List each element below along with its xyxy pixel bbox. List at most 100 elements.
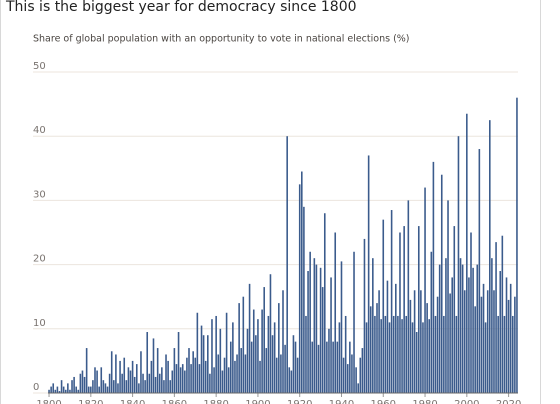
x-tick-label: 1980 [412,399,437,404]
bar [315,264,318,393]
bar [234,360,236,393]
bar [401,319,403,393]
bar [85,348,88,393]
bar [81,370,84,393]
bar [501,235,504,393]
bar [319,267,322,393]
bar [255,335,257,393]
bar [353,251,355,393]
bar [395,283,397,393]
labels: 0 10 20 30 40 50 1800 1820 1840 1860 1880 1900 1920 1… [33,61,521,404]
bar [436,296,439,393]
bar [140,351,142,393]
bar [108,373,111,393]
bar [301,171,303,393]
bar [284,344,286,393]
bar [361,348,364,393]
bar [376,303,378,393]
bar [200,325,203,393]
chart-subtitle: Share of global population with an oppor… [33,34,410,45]
bar [474,306,476,393]
bar [514,296,516,393]
bar [119,360,121,393]
bar [405,315,408,393]
bar [426,303,428,393]
bar [165,354,167,393]
bar [351,354,353,393]
bar [507,299,510,393]
bar [194,357,197,393]
bar [451,277,453,393]
bar [196,312,199,393]
bar [211,319,213,393]
bar [73,376,75,393]
bar [148,373,151,393]
bar [244,354,247,393]
bar [146,332,149,393]
y-tick-label: 20 [33,254,46,265]
bar [415,332,418,393]
bar [290,370,293,393]
bar [449,293,451,393]
bar [261,309,263,393]
bar [102,380,105,393]
bar [177,332,180,393]
bar [499,271,502,393]
bar [64,389,67,393]
bar [207,335,209,393]
bar [265,348,268,393]
bar [390,210,393,393]
bar [104,383,107,393]
bar [491,258,493,393]
bar [225,312,228,393]
y-tick-label: 0 [33,382,39,393]
bar [443,315,445,393]
bar [453,226,456,393]
x-tick-label: 1860 [162,399,187,404]
bar [495,242,497,393]
x-tick-label: 1900 [245,399,270,404]
bar [156,348,159,393]
bar [340,261,343,393]
bar [321,287,324,393]
bar [77,389,80,393]
bar [142,373,144,393]
bar [192,351,194,393]
x-tick-label: 1920 [287,399,312,404]
bar [113,380,115,393]
bar [106,386,109,393]
bar [167,360,169,393]
bar [323,213,326,393]
bar [511,315,514,393]
bar [217,354,220,393]
bar [380,319,382,393]
bar [117,383,119,393]
bar [330,277,332,393]
bar [455,315,458,393]
bar [135,364,138,393]
bar [468,277,470,393]
bar [288,367,291,393]
bar [238,303,240,393]
bar [282,290,284,393]
bar [144,380,146,393]
bar [75,386,77,393]
y-tick-label: 30 [33,189,46,200]
bar [202,335,205,393]
bar [363,238,366,393]
chart-title: This is the biggest year for democracy s… [5,0,357,15]
bar [388,322,391,393]
bar [509,283,512,393]
bar [447,200,449,393]
bar [98,386,100,393]
bar [175,364,178,393]
bar [152,338,155,393]
bar [188,348,190,393]
bar [83,376,86,393]
y-tick-label: 50 [33,61,46,72]
bar [87,386,90,393]
bar [275,357,278,393]
bar [309,251,311,393]
bar [463,290,466,393]
